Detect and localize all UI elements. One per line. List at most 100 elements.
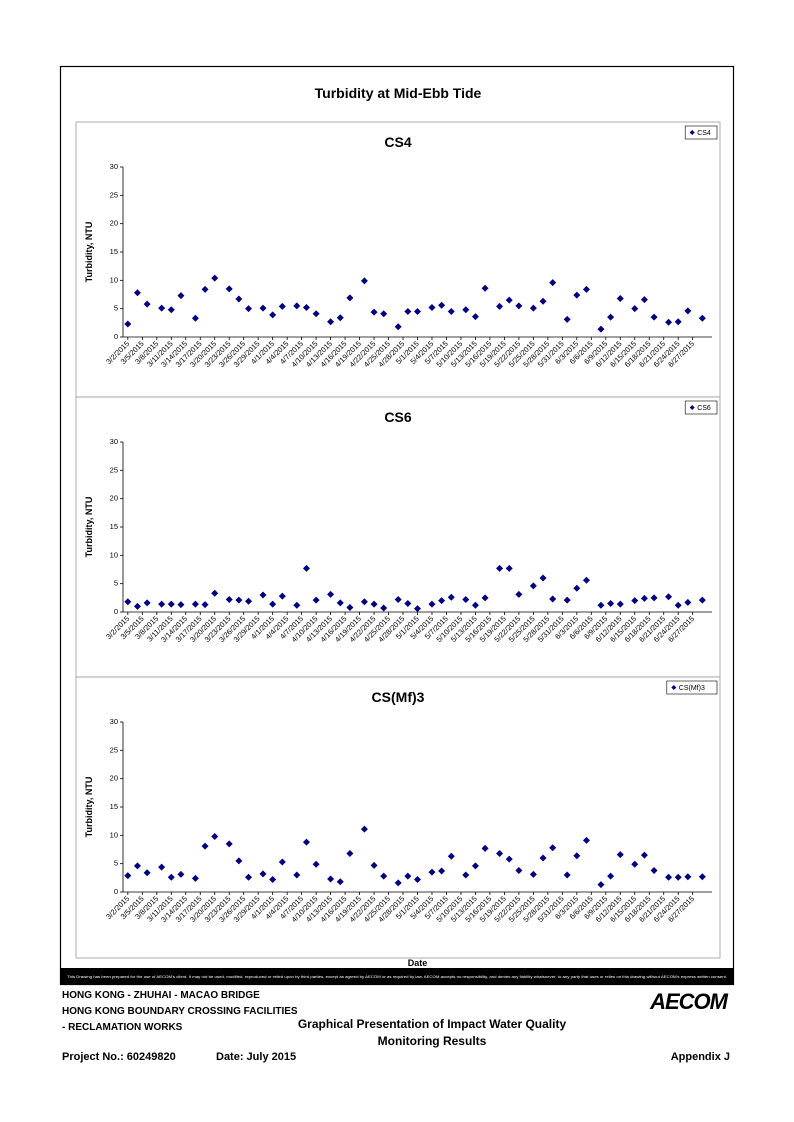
point bbox=[607, 872, 615, 880]
point bbox=[529, 870, 537, 878]
point bbox=[462, 871, 470, 879]
point bbox=[269, 311, 277, 319]
page-title: Turbidity at Mid-Ebb Tide bbox=[315, 85, 482, 101]
y-tick-label: 15 bbox=[110, 522, 118, 531]
point bbox=[505, 855, 513, 863]
point bbox=[360, 825, 368, 833]
point bbox=[563, 871, 571, 879]
point bbox=[370, 600, 378, 608]
point bbox=[505, 564, 513, 572]
point bbox=[616, 851, 624, 859]
date: Date: July 2015 bbox=[216, 1051, 296, 1063]
point bbox=[573, 584, 581, 592]
point bbox=[245, 873, 253, 881]
point bbox=[158, 304, 166, 312]
point bbox=[211, 589, 219, 597]
point bbox=[665, 318, 673, 326]
y-tick-label: 30 bbox=[110, 437, 118, 446]
point bbox=[597, 601, 605, 609]
point bbox=[471, 313, 479, 321]
y-tick-label: 25 bbox=[110, 190, 118, 199]
y-tick-label: 10 bbox=[110, 830, 118, 839]
point bbox=[312, 310, 320, 318]
legend-marker bbox=[671, 685, 677, 690]
point bbox=[360, 598, 368, 606]
y-tick-label: 25 bbox=[110, 465, 118, 474]
point bbox=[674, 318, 682, 326]
point bbox=[143, 300, 151, 308]
point bbox=[698, 314, 706, 322]
legend-box bbox=[666, 680, 718, 695]
point bbox=[133, 289, 141, 297]
point bbox=[346, 849, 354, 857]
point bbox=[640, 296, 648, 304]
y-axis-label: Turbidity, NTU bbox=[84, 777, 94, 838]
point bbox=[259, 870, 267, 878]
y-tick-label: 30 bbox=[110, 717, 118, 726]
point bbox=[327, 875, 335, 883]
point bbox=[631, 305, 639, 313]
point bbox=[302, 564, 310, 572]
project-line: HONG KONG BOUNDARY CROSSING FACILITIES bbox=[62, 1006, 298, 1017]
point bbox=[471, 862, 479, 870]
point bbox=[515, 590, 523, 598]
point bbox=[616, 294, 624, 302]
point bbox=[211, 274, 219, 282]
point bbox=[380, 310, 388, 318]
point bbox=[167, 873, 175, 881]
point bbox=[235, 295, 243, 303]
point bbox=[259, 304, 267, 312]
point bbox=[438, 597, 446, 605]
point bbox=[631, 860, 639, 868]
point bbox=[259, 591, 267, 599]
point bbox=[462, 596, 470, 604]
point bbox=[665, 593, 673, 601]
point bbox=[211, 832, 219, 840]
chart-panel bbox=[75, 676, 721, 959]
disclaimer-bar bbox=[61, 968, 733, 985]
point bbox=[529, 582, 537, 590]
disclaimer: This Drawing has been prepared for the u… bbox=[67, 975, 727, 979]
point bbox=[640, 594, 648, 602]
point bbox=[428, 304, 436, 312]
point bbox=[573, 852, 581, 860]
point bbox=[177, 870, 185, 878]
point bbox=[404, 600, 412, 607]
point bbox=[438, 867, 446, 875]
point bbox=[684, 873, 692, 881]
point bbox=[505, 296, 513, 304]
point bbox=[336, 878, 344, 886]
project-line: HONG KONG - ZHUHAI - MACAO BRIDGE bbox=[62, 990, 260, 1001]
point bbox=[235, 857, 243, 865]
point bbox=[143, 599, 151, 607]
point bbox=[597, 881, 605, 889]
point bbox=[191, 874, 199, 882]
point bbox=[346, 294, 354, 302]
point bbox=[394, 323, 402, 331]
point bbox=[496, 564, 504, 572]
project-no: Project No.: 60249820 bbox=[62, 1051, 176, 1063]
point bbox=[674, 601, 682, 609]
point bbox=[549, 844, 557, 852]
point bbox=[414, 876, 421, 884]
point bbox=[539, 297, 547, 305]
point bbox=[225, 596, 233, 604]
point bbox=[124, 872, 132, 880]
point bbox=[327, 318, 335, 326]
point bbox=[698, 596, 706, 604]
point bbox=[563, 596, 571, 604]
legend-box bbox=[684, 400, 718, 415]
point bbox=[529, 304, 537, 312]
y-tick-label: 15 bbox=[110, 802, 118, 811]
point bbox=[471, 601, 479, 609]
y-tick-label: 15 bbox=[110, 247, 118, 256]
point bbox=[327, 590, 335, 598]
chart-title: CS4 bbox=[384, 134, 411, 150]
point bbox=[573, 291, 581, 299]
point bbox=[133, 862, 141, 870]
point bbox=[143, 869, 151, 877]
point bbox=[684, 307, 692, 315]
point bbox=[302, 838, 310, 846]
y-tick-label: 20 bbox=[110, 219, 118, 228]
point bbox=[404, 872, 412, 880]
